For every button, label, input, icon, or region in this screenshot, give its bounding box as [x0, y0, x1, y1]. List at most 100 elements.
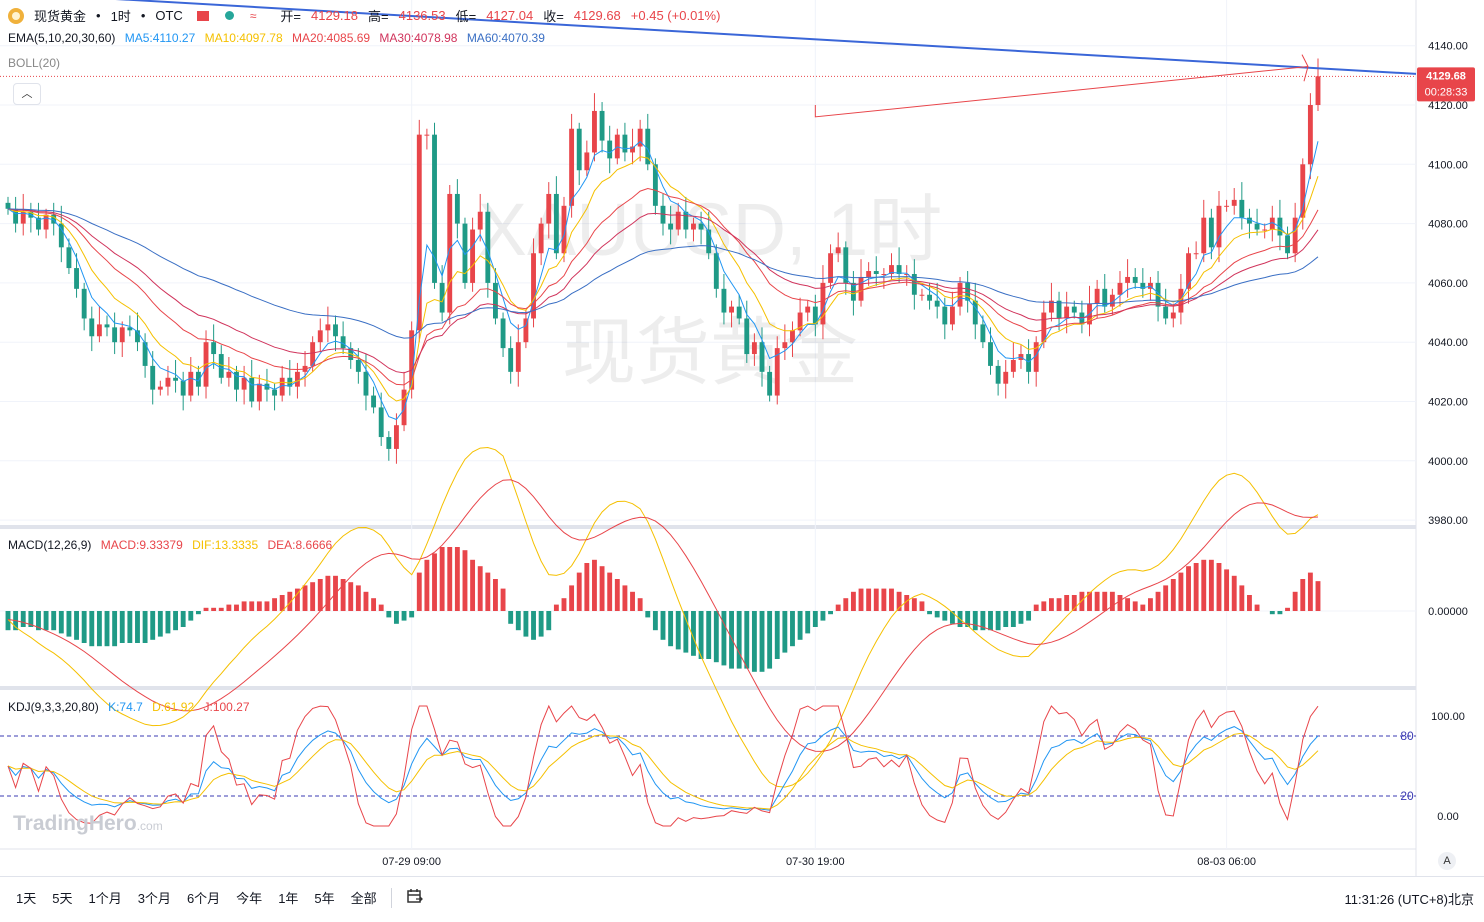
macd-bar[interactable]	[1071, 595, 1077, 611]
symbol-header[interactable]: 现货黄金 • 1时 • OTC ≈ 开= 4129.18 高= 4136.53 …	[8, 6, 726, 25]
candle-body[interactable]	[1109, 294, 1115, 307]
candle-body[interactable]	[317, 330, 323, 343]
macd-bar[interactable]	[713, 611, 719, 663]
macd-bar[interactable]	[538, 611, 544, 637]
macd-bar[interactable]	[622, 585, 628, 611]
macd-bar[interactable]	[843, 598, 849, 611]
candle-body[interactable]	[1132, 276, 1138, 283]
macd-bar[interactable]	[1300, 579, 1306, 611]
candle-body[interactable]	[142, 342, 148, 366]
candle-body[interactable]	[226, 371, 232, 378]
candle-body[interactable]	[790, 330, 795, 343]
macd-bar[interactable]	[774, 611, 780, 659]
macd-bar[interactable]	[500, 588, 506, 611]
candle-body[interactable]	[249, 377, 255, 402]
candle-body[interactable]	[858, 276, 864, 301]
candle-body[interactable]	[500, 318, 506, 349]
range-1m[interactable]: 1个月	[88, 891, 122, 906]
candle-body[interactable]	[1292, 217, 1298, 254]
candle-body[interactable]	[1079, 312, 1085, 325]
candle-body[interactable]	[66, 247, 72, 269]
candle-body[interactable]	[401, 389, 407, 426]
macd-bar[interactable]	[36, 611, 41, 631]
candle-body[interactable]	[675, 211, 681, 230]
macd-bar[interactable]	[470, 559, 476, 611]
candle-body[interactable]	[1239, 199, 1245, 218]
macd-bar[interactable]	[43, 611, 49, 631]
range-all[interactable]: 全部	[350, 891, 377, 906]
range-5y[interactable]: 5年	[314, 891, 335, 906]
candle-body[interactable]	[1186, 253, 1191, 289]
macd-bar[interactable]	[89, 611, 95, 647]
candle-body[interactable]	[1125, 276, 1131, 283]
candle-body[interactable]	[592, 110, 597, 153]
flag-icon[interactable]	[196, 10, 209, 21]
candle-body[interactable]	[782, 342, 788, 349]
candle-body[interactable]	[1300, 164, 1306, 218]
candle-body[interactable]	[546, 193, 552, 224]
macd-bar[interactable]	[127, 611, 133, 643]
candle-body[interactable]	[371, 395, 377, 408]
macd-bar[interactable]	[241, 601, 247, 611]
macd-bar[interactable]	[866, 588, 872, 611]
candle-body[interactable]	[637, 128, 643, 147]
candle-body[interactable]	[51, 214, 57, 224]
macd-bar[interactable]	[614, 579, 620, 611]
candle-body[interactable]	[1262, 229, 1268, 231]
macd-bar[interactable]	[256, 601, 262, 611]
macd-bar[interactable]	[104, 611, 110, 647]
macd-bar[interactable]	[797, 611, 803, 640]
macd-bar[interactable]	[81, 611, 87, 643]
candle-body[interactable]	[904, 274, 910, 275]
macd-bar[interactable]	[911, 598, 917, 611]
macd-bar[interactable]	[1193, 563, 1199, 611]
candle-body[interactable]	[934, 300, 940, 307]
candle-body[interactable]	[866, 271, 872, 277]
candle-body[interactable]	[416, 134, 422, 331]
macd-bar[interactable]	[896, 591, 902, 611]
macd-bar[interactable]	[1094, 591, 1100, 611]
macd-bar[interactable]	[188, 611, 194, 621]
macd-bar[interactable]	[637, 598, 643, 611]
candle-body[interactable]	[820, 282, 826, 325]
macd-legend[interactable]: MACD(12,26,9) MACD:9.33379 DIF:13.3335 D…	[8, 538, 338, 552]
macd-bar[interactable]	[1064, 595, 1070, 611]
macd-bar[interactable]	[371, 598, 377, 611]
macd-bar[interactable]	[355, 585, 361, 611]
macd-bar[interactable]	[157, 611, 163, 637]
macd-bar[interactable]	[691, 611, 696, 656]
candle-body[interactable]	[576, 128, 582, 171]
macd-bar[interactable]	[592, 559, 597, 611]
candle-body[interactable]	[195, 371, 201, 387]
ema10-line[interactable]	[7, 156, 1319, 402]
macd-bar[interactable]	[508, 611, 514, 624]
candle-body[interactable]	[96, 324, 102, 337]
candle-body[interactable]	[630, 146, 635, 153]
candle-body[interactable]	[645, 128, 651, 165]
macd-bar[interactable]	[965, 611, 971, 627]
macd-bar[interactable]	[820, 611, 826, 621]
candle-body[interactable]	[828, 253, 833, 283]
candle-body[interactable]	[896, 265, 902, 274]
macd-bar[interactable]	[668, 611, 674, 647]
candle-body[interactable]	[188, 371, 194, 396]
macd-bar[interactable]	[363, 591, 369, 611]
bottom-toolbar[interactable]: 1天 5天 1个月 3个月 6个月 今年 1年 5年 全部 11:31:26 (…	[0, 876, 1484, 918]
kdj-k-line[interactable]	[7, 726, 1319, 811]
candle-body[interactable]	[5, 202, 11, 209]
macd-bar[interactable]	[20, 611, 26, 627]
range-1d[interactable]: 1天	[16, 891, 37, 906]
macd-bar[interactable]	[904, 595, 910, 611]
candle-body[interactable]	[660, 205, 666, 224]
macd-bar[interactable]	[302, 585, 308, 611]
macd-bar[interactable]	[393, 611, 399, 624]
candle-body[interactable]	[477, 211, 483, 230]
kdj-j-line[interactable]	[7, 704, 1319, 827]
ema20-line[interactable]	[7, 187, 1319, 386]
macd-bar[interactable]	[531, 611, 536, 640]
macd-bar[interactable]	[553, 604, 559, 611]
macd-bar[interactable]	[546, 611, 552, 631]
ema60-line[interactable]	[7, 208, 1319, 339]
candle-body[interactable]	[797, 312, 803, 331]
macd-bar[interactable]	[1026, 611, 1032, 621]
